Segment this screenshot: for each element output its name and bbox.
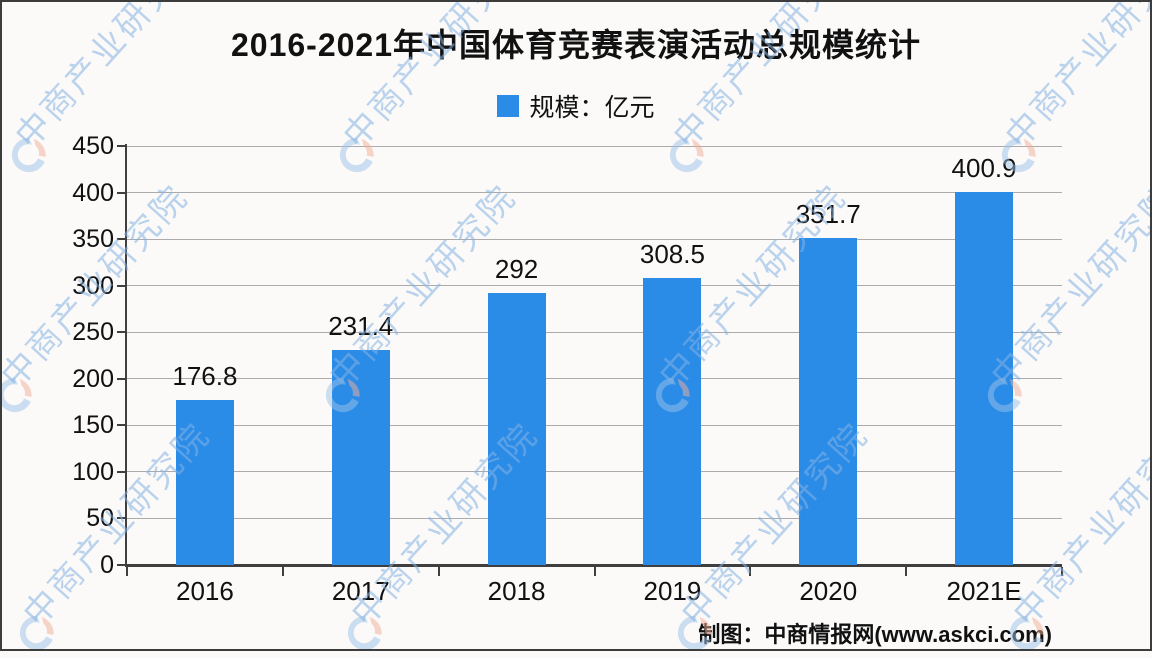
bar-2021E [955,192,1014,565]
y-axis-tick [117,191,127,194]
y-axis-line [125,144,127,567]
x-axis-tick [437,567,440,576]
y-tick-label: 400 [72,178,114,207]
x-axis-tick [593,567,596,576]
chart-title: 2016-2021年中国体育竞赛表演活动总规模统计 [230,27,922,63]
y-axis-tick [117,564,127,566]
x-axis-tick [905,567,908,576]
bar-value-label: 351.7 [795,199,861,229]
gridline [127,331,1062,333]
y-axis-tick [117,517,127,520]
bar-value-label: 400.9 [951,153,1017,183]
x-tick-label: 2021E [946,576,1022,606]
bar-2017 [331,350,390,565]
y-axis-tick [117,238,127,241]
gridline [127,192,1062,194]
x-tick-label: 2016 [175,576,234,606]
bar-value-label: 292 [494,254,539,284]
x-tick-label: 2017 [331,576,390,606]
gridline [127,145,1062,147]
gridline [127,378,1062,380]
y-axis-tick [117,331,127,334]
y-tick-label: 150 [72,411,114,440]
bar-value-label: 176.8 [172,361,238,391]
y-tick-label: 200 [72,364,114,393]
y-tick-label: 350 [72,225,114,254]
y-tick-label: 300 [72,271,114,300]
legend-label: 规模：亿元 [529,94,655,122]
x-tick-label: 2018 [487,576,546,606]
gridline [127,238,1062,240]
gridline [127,517,1062,519]
gridline [127,471,1062,473]
x-axis-tick [1061,567,1063,576]
legend: 规模：亿元 [0,88,1152,124]
bar-2016 [175,400,234,565]
x-axis-tick [749,567,752,576]
y-axis-tick [117,470,127,473]
y-tick-label: 0 [100,551,114,579]
bar-value-label: 308.5 [639,239,705,269]
x-axis-line [126,564,1062,567]
gridline [127,285,1062,287]
gridline [127,424,1062,426]
bar-2019 [643,278,702,565]
y-axis-tick [117,284,127,287]
y-tick-label: 50 [86,504,114,533]
y-tick-label: 100 [72,457,114,486]
x-tick-label: 2020 [799,576,858,606]
x-axis-tick [281,567,284,576]
y-axis-tick [117,424,127,427]
x-tick-label: 2019 [643,576,702,606]
bar-2018 [487,293,546,565]
y-tick-label: 250 [72,318,114,347]
y-axis-tick [117,377,127,380]
bar-2020 [799,238,858,565]
x-axis-tick [126,567,128,576]
bar-value-label: 231.4 [328,311,394,341]
y-tick-label: 450 [72,132,114,160]
legend-swatch [497,95,520,117]
y-axis-tick [117,145,127,147]
credit-line: 制图：中商情报网(www.askci.com) [698,622,1052,647]
